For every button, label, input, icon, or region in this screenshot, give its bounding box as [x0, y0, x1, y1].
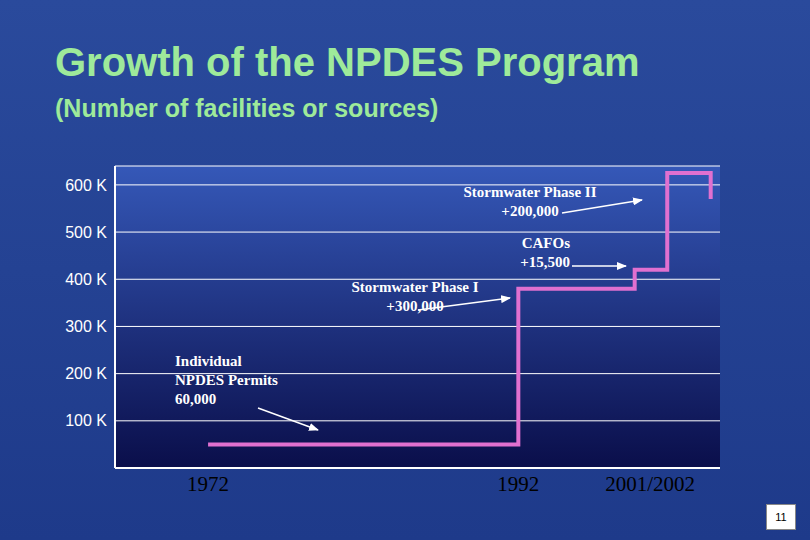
svg-text:300 K: 300 K [65, 318, 107, 335]
html-text:Growth of the NPDES Program: Growth of the NPDES Program [55, 40, 640, 84]
html-text:CAFOs: CAFOs [521, 235, 570, 251]
html-text:11: 11 [775, 511, 787, 523]
html-text:Stormwater Phase I: Stormwater Phase I [351, 279, 479, 295]
svg-text:2001/2002: 2001/2002 [605, 472, 695, 496]
svg-text:1972: 1972 [187, 472, 229, 496]
svg-text:200 K: 200 K [65, 365, 107, 382]
html-text:Stormwater Phase II: Stormwater Phase II [463, 184, 597, 200]
svg-text:400 K: 400 K [65, 271, 107, 288]
svg-text:1992: 1992 [497, 472, 539, 496]
html-text:NPDES Permits: NPDES Permits [175, 372, 278, 388]
html-text:+200,000: +200,000 [501, 203, 559, 219]
svg-text:500 K: 500 K [65, 224, 107, 241]
html-text:+300,000: +300,000 [386, 298, 444, 314]
html-text:(Number of facilities or sourc: (Number of facilities or sources) [55, 94, 439, 122]
html-text:Individual: Individual [175, 353, 242, 369]
svg-text:100 K: 100 K [65, 412, 107, 429]
svg-text:600 K: 600 K [65, 177, 107, 194]
html-text:60,000: 60,000 [175, 391, 217, 407]
html-text:+15,500: +15,500 [520, 254, 570, 270]
